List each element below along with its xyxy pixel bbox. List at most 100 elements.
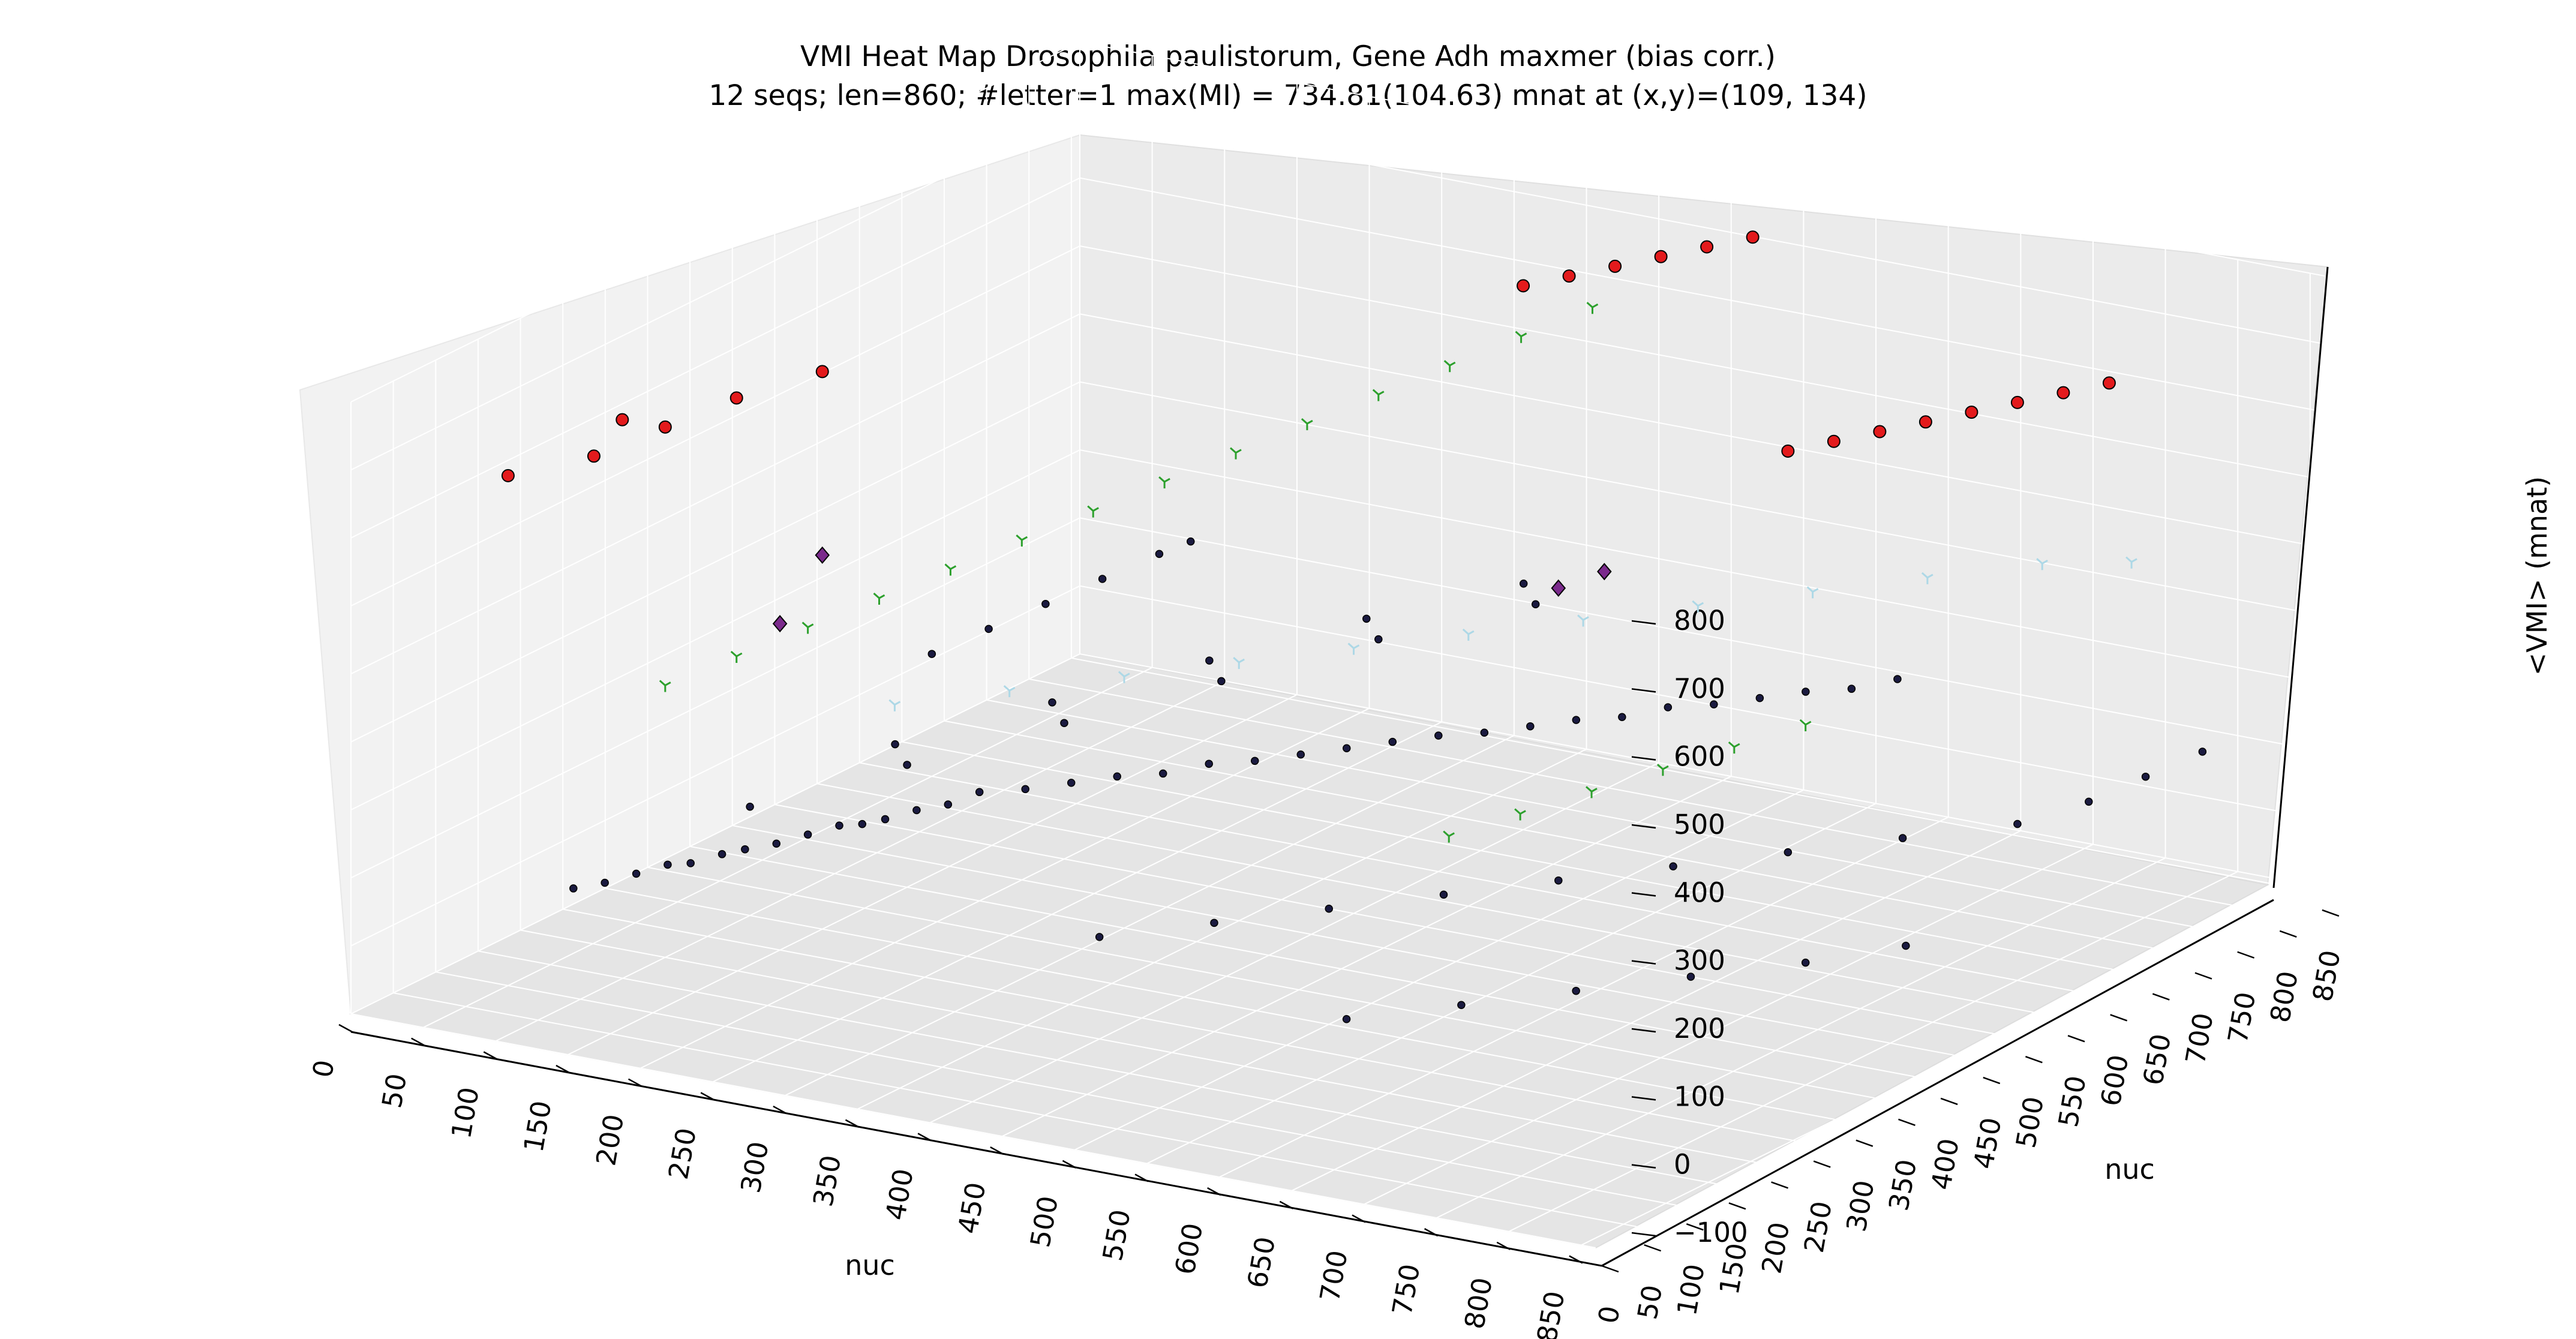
x-tick-label: 50 [376,1071,413,1110]
data-point [772,839,780,848]
data-point [1217,677,1226,686]
y-tick-label: 250 [1798,1199,1838,1255]
data-point [1325,905,1333,913]
y-tick-label: 350 [1883,1157,1923,1214]
x-tick-label: 350 [807,1152,847,1209]
data-point [601,878,609,887]
data-point [1434,731,1443,740]
x-tick-label: 800 [1458,1275,1499,1331]
z-axis-label: <VMI> (mnat) [2521,476,2553,676]
y-tick-mark [1686,1223,1704,1231]
data-point [1230,447,1242,460]
data-point [1898,834,1907,842]
x-tick-label: 650 [1241,1234,1281,1290]
x-tick-mark [1569,1255,1583,1264]
y-tick-label: 850 [2307,948,2347,1004]
data-point [1443,830,1455,843]
data-point [1388,737,1397,746]
data-point [1802,687,1810,696]
data-point [658,420,672,434]
data-point [659,680,671,692]
data-point [1686,972,1695,981]
data-point [1205,759,1213,768]
data-point [1746,230,1760,244]
x-tick-mark [1207,1187,1221,1196]
x-tick-label: 750 [1386,1262,1426,1318]
z-tick-label: 200 [1674,1013,1725,1044]
data-point [2085,797,2093,806]
data-point [815,546,830,564]
data-point [1873,425,1887,439]
data-point [1233,656,1245,670]
data-point [1728,741,1740,754]
data-point [1210,918,1218,927]
data-point [1187,537,1195,546]
data-point [1586,786,1598,798]
data-point [616,413,629,427]
y-tick-mark [1898,1118,1916,1126]
data-point [1347,643,1360,655]
x-tick-mark [1279,1200,1293,1209]
y-tick-mark [2194,972,2212,980]
x-tick-mark [1352,1214,1366,1223]
data-point [1205,656,1214,665]
data-point [1443,360,1456,373]
y-tick-label: 200 [1755,1220,1796,1276]
data-point [1692,600,1704,613]
y-tick-mark [1771,1181,1788,1189]
data-point [746,802,754,811]
y-tick-label: 0 [1592,1304,1626,1326]
data-point [1041,599,1050,608]
data-point [815,365,829,379]
data-point [912,806,921,815]
x-tick-label: 450 [951,1180,992,1236]
data-point [663,860,672,869]
z-tick-mark [1631,756,1656,761]
data-point [1577,614,1589,627]
data-point [1158,769,1167,778]
y-tick-label: 700 [2179,1010,2220,1067]
data-point [975,788,984,797]
x-tick-label: 0 [307,1058,341,1080]
x-tick-label: 300 [735,1139,775,1196]
x-tick-mark [1062,1160,1076,1169]
data-point [803,830,812,839]
x-tick-mark [1424,1228,1439,1237]
y-tick-label: 600 [2094,1052,2134,1109]
data-point [881,815,890,824]
scatter-points [501,230,2207,1023]
y-tick-label: 100 [1671,1262,1711,1318]
data-point [873,592,885,605]
x-axis-line [350,1031,1602,1267]
data-point [1827,434,1841,448]
y-tick-label: 800 [2264,969,2304,1025]
z-tick-label: 400 [1674,876,1725,908]
data-point [1048,698,1056,707]
grid-line-z [350,517,2325,879]
data-point [730,650,743,663]
y-tick-label: 450 [1967,1115,2007,1172]
data-point [1551,579,1566,597]
z-tick-mark [1631,1028,1656,1033]
data-point [1608,259,1622,273]
z-tick-mark [1631,1164,1656,1169]
data-point [632,869,641,878]
y-tick-label: 650 [2137,1031,2177,1088]
data-point [1021,785,1029,794]
data-point [1572,986,1580,995]
data-point [944,800,953,809]
data-point [1554,876,1563,885]
data-point [1296,750,1305,759]
y-tick-mark [2322,909,2340,917]
x-tick-mark [773,1105,787,1115]
x-tick-label: 200 [590,1112,630,1168]
y-tick-mark [1983,1076,2001,1085]
y-tick-mark [2237,951,2255,959]
x-tick-label: 700 [1314,1248,1354,1304]
data-point [1562,269,1576,283]
data-point [1921,572,1933,584]
data-point [2198,747,2207,756]
z-tick-label: 500 [1674,809,1725,840]
data-point [1618,713,1626,722]
z-tick-mark [1631,620,1656,625]
